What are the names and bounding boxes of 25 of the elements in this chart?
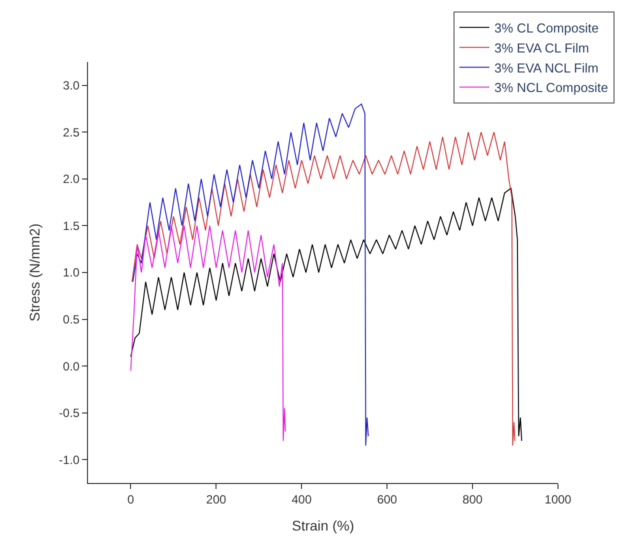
line-series — [132, 104, 369, 446]
line-series — [130, 188, 522, 442]
y-tick-label: -0.5 — [58, 406, 80, 420]
x-tick-label: 200 — [206, 492, 227, 506]
y-tick-label: 2.5 — [62, 125, 80, 140]
line-series — [132, 132, 516, 446]
y-tick-label: 0.0 — [62, 359, 80, 374]
legend-label: 3% EVA NCL Film — [494, 60, 598, 76]
legend-label: 3% EVA CL Film — [494, 40, 590, 56]
legend-label: 3% CL Composite — [494, 20, 599, 36]
x-tick-label: 800 — [462, 492, 483, 506]
y-axis-title: Stress (N/mm2) — [26, 224, 43, 322]
x-tick-label: 0 — [127, 492, 134, 506]
x-tick-label: 600 — [377, 492, 398, 506]
x-tick-label: 1000 — [544, 492, 572, 506]
y-tick-label: 1.0 — [62, 266, 80, 280]
y-tick-label: 2.0 — [62, 172, 80, 186]
y-tick-label: 3.0 — [62, 78, 80, 93]
x-axis-title: Strain (%) — [292, 518, 354, 534]
y-tick-label: 0.5 — [62, 312, 80, 326]
line-series — [130, 225, 286, 442]
x-tick-label: 400 — [292, 492, 312, 506]
legend-label: 3% NCL Composite — [494, 80, 608, 96]
y-tick-label: 1.5 — [62, 218, 80, 233]
y-tick-label: -1.0 — [58, 452, 80, 467]
